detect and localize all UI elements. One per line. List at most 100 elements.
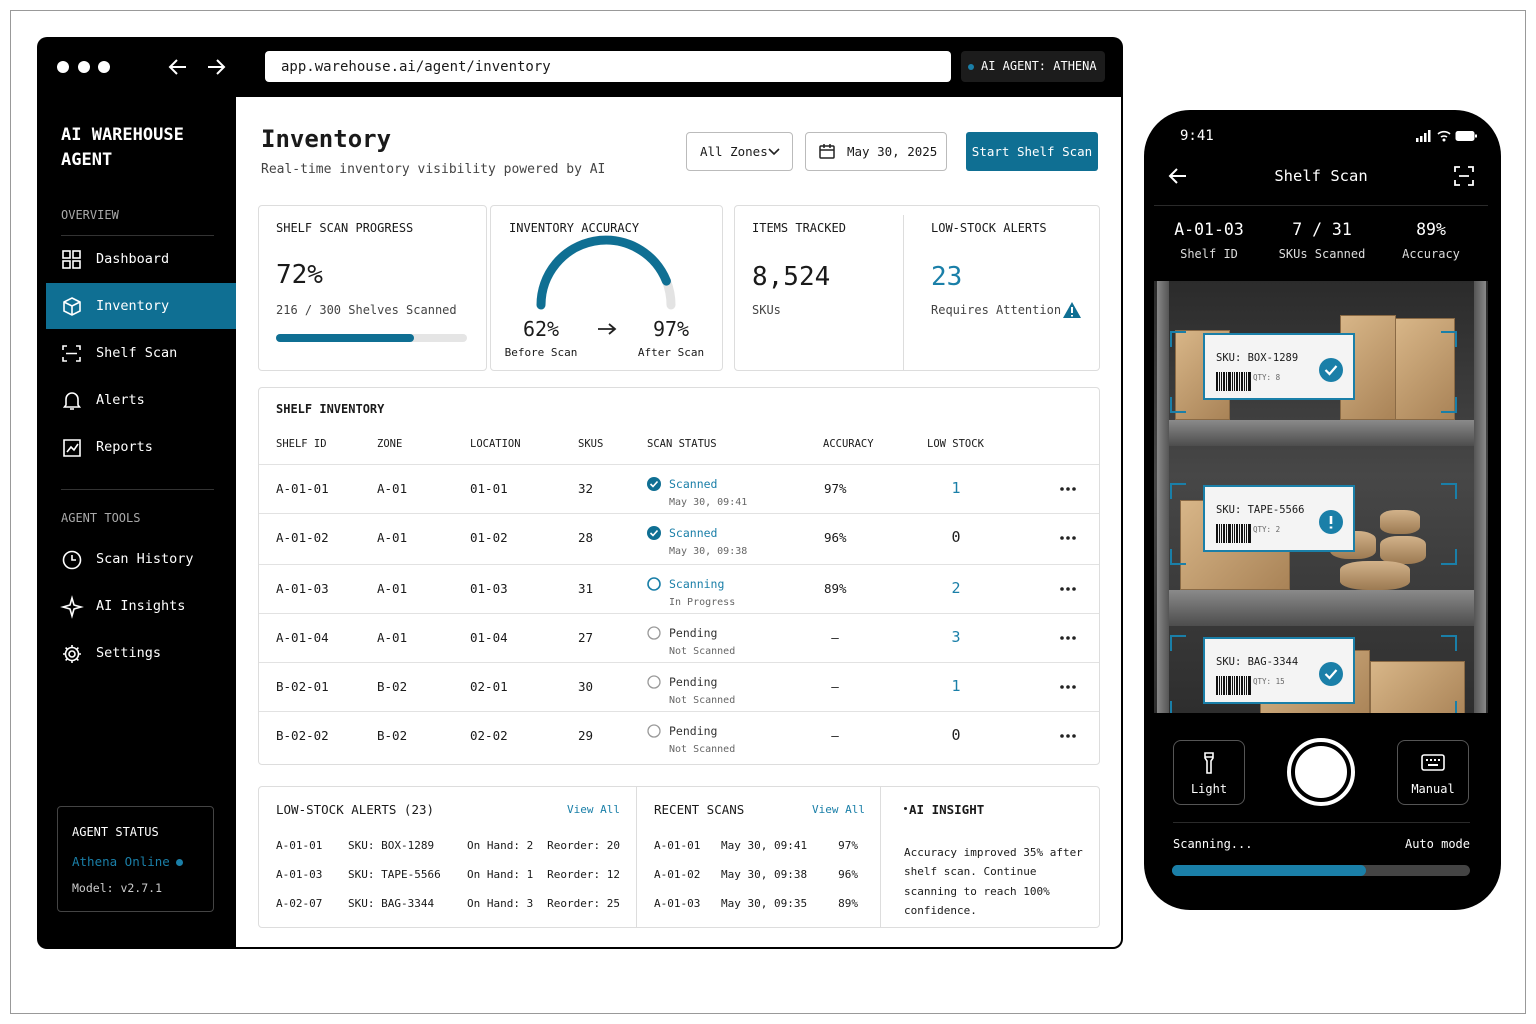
barcode-bar [1244, 372, 1245, 391]
date-picker[interactable] [805, 132, 947, 171]
warning-icon [1063, 302, 1081, 318]
scan-status: Scanned [669, 476, 718, 491]
metric-card [490, 205, 723, 371]
icon-part [1072, 487, 1076, 491]
scan-detail: Not Scanned [669, 645, 736, 657]
low-stock-count: 2 [951, 579, 961, 598]
metric-title: ITEMS TRACKED [752, 221, 846, 236]
scan-tag: SKU: TAPE-5566 QTY: 2 [1203, 485, 1355, 552]
table-title: SHELF INVENTORY [276, 402, 385, 417]
icon-part [62, 260, 71, 269]
icon-part [820, 144, 834, 151]
icon-part [1319, 662, 1343, 686]
icon-part [1428, 764, 1438, 766]
barcode-bar [1236, 676, 1238, 695]
scan-detail: May 30, 09:41 [669, 496, 748, 508]
icon-part [768, 148, 780, 156]
scan-bracket [1441, 411, 1457, 413]
view-all-link[interactable]: View All [812, 802, 865, 816]
nav-label: Dashboard [96, 251, 170, 268]
alert-cell: Reorder: 12 [547, 867, 620, 881]
window-dot [57, 61, 69, 73]
cell: 02-02 [470, 727, 508, 743]
barcode-bar [1239, 372, 1240, 391]
scan-cell: 89% [838, 896, 858, 910]
shutter-button[interactable] [1287, 738, 1355, 806]
url-bar[interactable] [265, 51, 951, 82]
barcode-bar [1223, 676, 1225, 695]
barcode-bar [1221, 676, 1222, 695]
status-icon [647, 477, 661, 491]
scan-status: Scanning... [1173, 837, 1253, 852]
alert-cell: SKU: BOX-1289 [348, 838, 435, 852]
low-stock-count: 1 [951, 479, 961, 498]
icon-part [1066, 487, 1070, 491]
low-stock-count: 0 [951, 726, 961, 745]
icon-part [649, 529, 659, 537]
nav-icon [63, 645, 81, 663]
view-all-link[interactable]: View All [567, 802, 620, 816]
column-header: SKUS [578, 438, 604, 451]
icon-part [68, 650, 76, 658]
scan-cell: May 30, 09:35 [721, 896, 808, 910]
window-dot [78, 61, 90, 73]
row-menu [1060, 587, 1076, 591]
barcode-bar [1236, 372, 1238, 391]
barcode-bar [1226, 524, 1227, 543]
barcode-bar [1232, 372, 1233, 391]
scan-bracket [1170, 331, 1172, 347]
calendar-icon [819, 144, 835, 159]
tag-qty: QTY: 2 [1253, 525, 1281, 535]
status-icon [647, 577, 661, 591]
nav-label: Settings [96, 645, 162, 662]
alert-cell: Reorder: 20 [547, 838, 620, 852]
row-menu [1060, 536, 1076, 540]
control-label: Light [1190, 782, 1228, 797]
scan-detail: May 30, 09:38 [669, 545, 748, 557]
phone-title: Shelf Scan [1274, 166, 1368, 185]
barcode-bar [1239, 676, 1240, 695]
tape-roll [1380, 536, 1426, 564]
scan-status: Pending [669, 625, 718, 640]
icon-part [1416, 130, 1431, 142]
stat-label: Shelf ID [1180, 247, 1238, 262]
icon-part [598, 323, 617, 335]
metric-title: LOW-STOCK ALERTS [931, 221, 1047, 236]
icon-part [1438, 759, 1440, 761]
column-header: ZONE [377, 438, 403, 451]
scan-bracket [1170, 331, 1186, 333]
icon-part [647, 675, 661, 689]
control-label: Manual [1411, 782, 1455, 797]
agent-status-title: AGENT STATUS [72, 825, 159, 840]
alert-cell: On Hand: 3 [467, 896, 534, 910]
cell: 27 [578, 629, 594, 645]
barcode-bar [1232, 524, 1233, 543]
start-scan-button[interactable] [966, 132, 1098, 171]
cell: 31 [578, 580, 594, 596]
metric-value: 8,524 [752, 262, 831, 293]
scan-bracket [1455, 635, 1457, 651]
icon-part [1072, 685, 1076, 689]
icon-part [1060, 536, 1064, 540]
camera-control[interactable] [1173, 740, 1245, 805]
scan-status: Scanning [669, 576, 725, 591]
scan-bracket [1441, 563, 1457, 565]
cell: A-01-01 [276, 480, 329, 496]
date-text: May 30, 2025 [847, 143, 938, 159]
scan-bracket [1441, 331, 1457, 333]
barcode-bar [1226, 372, 1227, 391]
zone-filter[interactable] [686, 132, 793, 171]
progress-fill [276, 334, 414, 342]
row-divider [259, 564, 1099, 565]
scan-bracket [1455, 397, 1457, 413]
scan-progress-fill [1172, 865, 1366, 876]
status-dot [176, 859, 183, 866]
barcode-bar [1216, 372, 1218, 391]
accuracy-gauge [536, 235, 676, 310]
tag-status-icon [1319, 510, 1343, 534]
cell: 97% [824, 480, 847, 496]
nav-label: Shelf Scan [96, 345, 178, 362]
tag-sku: SKU: BAG-3344 [1216, 656, 1299, 669]
camera-control[interactable] [1397, 740, 1469, 805]
